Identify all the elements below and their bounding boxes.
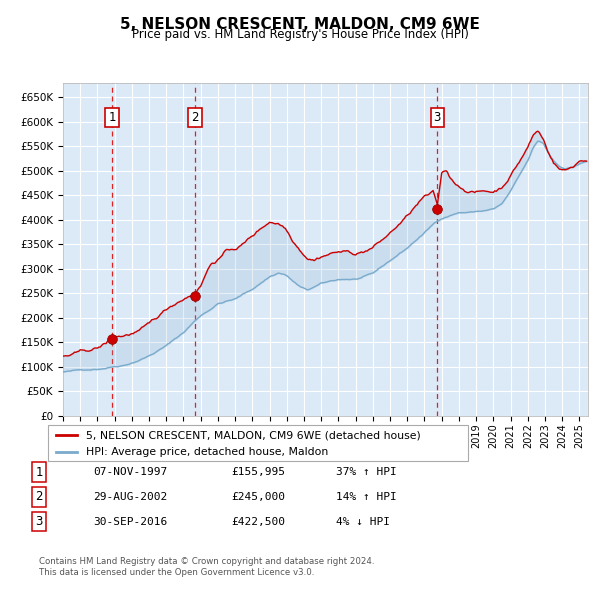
FancyBboxPatch shape bbox=[48, 425, 468, 461]
Text: This data is licensed under the Open Government Licence v3.0.: This data is licensed under the Open Gov… bbox=[39, 568, 314, 577]
Text: 4% ↓ HPI: 4% ↓ HPI bbox=[336, 517, 390, 526]
Text: 3: 3 bbox=[434, 111, 441, 124]
Text: 3: 3 bbox=[35, 515, 43, 528]
Text: 2: 2 bbox=[191, 111, 199, 124]
Text: 5, NELSON CRESCENT, MALDON, CM9 6WE (detached house): 5, NELSON CRESCENT, MALDON, CM9 6WE (det… bbox=[86, 430, 421, 440]
Text: 1: 1 bbox=[35, 466, 43, 478]
Text: HPI: Average price, detached house, Maldon: HPI: Average price, detached house, Mald… bbox=[86, 447, 328, 457]
Text: 2: 2 bbox=[35, 490, 43, 503]
Text: 1: 1 bbox=[109, 111, 116, 124]
Text: 29-AUG-2002: 29-AUG-2002 bbox=[93, 492, 167, 502]
Text: £155,995: £155,995 bbox=[231, 467, 285, 477]
Text: 07-NOV-1997: 07-NOV-1997 bbox=[93, 467, 167, 477]
Text: Price paid vs. HM Land Registry's House Price Index (HPI): Price paid vs. HM Land Registry's House … bbox=[131, 28, 469, 41]
Text: 37% ↑ HPI: 37% ↑ HPI bbox=[336, 467, 397, 477]
Text: 5, NELSON CRESCENT, MALDON, CM9 6WE: 5, NELSON CRESCENT, MALDON, CM9 6WE bbox=[120, 17, 480, 31]
Text: 14% ↑ HPI: 14% ↑ HPI bbox=[336, 492, 397, 502]
Text: Contains HM Land Registry data © Crown copyright and database right 2024.: Contains HM Land Registry data © Crown c… bbox=[39, 558, 374, 566]
Text: £245,000: £245,000 bbox=[231, 492, 285, 502]
Text: £422,500: £422,500 bbox=[231, 517, 285, 526]
Text: 30-SEP-2016: 30-SEP-2016 bbox=[93, 517, 167, 526]
